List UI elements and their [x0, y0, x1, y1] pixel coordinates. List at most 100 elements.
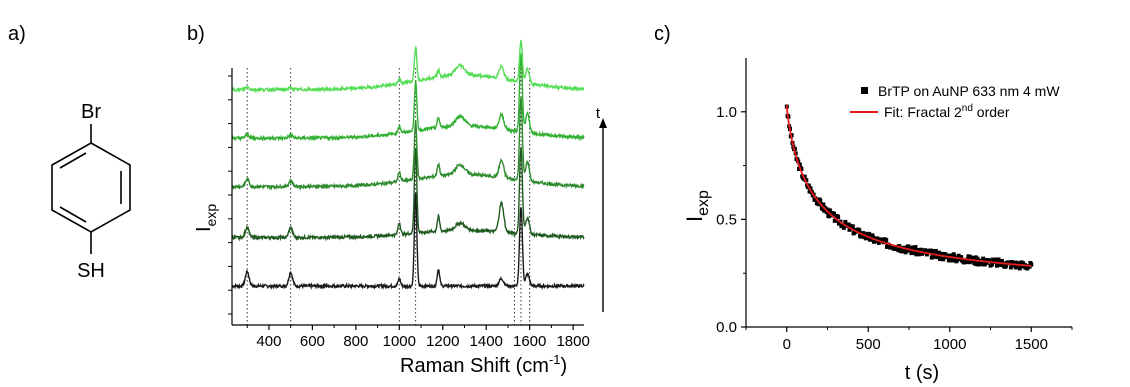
data-point — [943, 252, 948, 257]
data-point — [836, 215, 841, 219]
time-arrow: t — [596, 105, 607, 312]
data-point — [980, 260, 985, 265]
legend: BrTP on AuNP 633 nm 4 mW Fit: Fractal 2n… — [850, 83, 1060, 120]
benzene-ring — [51, 142, 131, 233]
data-point — [999, 259, 1004, 263]
c-x-tick-label: 1000 — [933, 336, 966, 353]
data-point — [875, 236, 880, 241]
data-point — [913, 245, 918, 250]
data-point — [864, 236, 869, 241]
data-point — [867, 231, 872, 236]
data-points — [784, 104, 1034, 271]
data-point — [933, 254, 938, 259]
data-point — [951, 252, 956, 257]
data-point — [1004, 263, 1008, 268]
x-axis-title-text: Raman Shift (cm — [400, 355, 549, 377]
data-point — [808, 186, 813, 191]
data-point — [833, 218, 838, 223]
data-point — [1008, 265, 1013, 270]
spectrum-trace — [231, 96, 585, 191]
x-tick-label: 600 — [300, 333, 325, 350]
legend-marker-points — [861, 87, 868, 94]
data-point — [799, 167, 804, 171]
data-point — [984, 260, 989, 265]
x-tick-label: 1800 — [556, 333, 589, 350]
data-point — [947, 253, 952, 258]
c-x-axis-title: t (s) — [905, 362, 939, 384]
raman-axes: 400 600 800 1000 1200 1400 1600 1800 — [228, 68, 590, 350]
data-point — [850, 224, 855, 229]
data-point — [843, 219, 848, 224]
data-point — [821, 202, 826, 207]
y-axis-title-sub: exp — [203, 204, 219, 227]
legend-label-fit-text: Fit: Fractal 2 — [884, 104, 962, 120]
x-tick-label: 1000 — [383, 333, 416, 350]
spectrum-trace — [232, 192, 585, 291]
thiol-label: SH — [77, 260, 105, 282]
x-tick-label: 1600 — [513, 333, 546, 350]
fit-curve — [785, 105, 1032, 267]
data-point — [959, 255, 964, 260]
x-tick-label: 1400 — [470, 333, 503, 350]
spectra-traces — [231, 39, 585, 291]
data-point — [804, 178, 809, 183]
data-point — [816, 202, 821, 207]
c-y-axis-title-text: I — [682, 216, 707, 222]
c-y-axis-title-sub: exp — [695, 190, 712, 216]
data-point — [825, 207, 830, 212]
data-point — [941, 257, 946, 262]
data-point — [929, 255, 934, 260]
spectrum-trace — [231, 53, 585, 142]
y-axis-title-text: I — [193, 226, 215, 232]
data-point — [964, 259, 969, 264]
data-point — [802, 174, 807, 179]
x-tick-label: 800 — [343, 333, 368, 350]
data-point — [909, 251, 914, 256]
double-bond-upper-left — [59, 152, 87, 169]
data-point — [929, 248, 933, 253]
data-point — [861, 231, 866, 236]
data-point — [990, 262, 995, 267]
y-axis-title: Iexp — [193, 204, 219, 232]
data-point — [857, 228, 862, 233]
data-point — [797, 162, 802, 167]
data-point — [848, 223, 853, 228]
x-axis-title-tail: ) — [561, 355, 568, 377]
legend-label-fit-tail: order — [973, 104, 1010, 120]
x-axis-title: Raman Shift (cm-1) — [400, 352, 567, 377]
data-point — [916, 252, 921, 257]
decay-chart: 0 500 1000 1500 0.0 0.5 1.0 Iexp t (s) BrTP on… — [682, 58, 1073, 384]
legend-label-fit: Fit: Fractal 2nd order — [884, 103, 1010, 120]
c-x-tick-label: 500 — [856, 336, 881, 353]
x-tick-label: 400 — [256, 333, 281, 350]
data-point — [996, 257, 1001, 262]
data-point — [903, 250, 908, 255]
time-arrow-head — [599, 118, 607, 128]
data-point — [949, 258, 954, 263]
data-point — [937, 250, 942, 255]
data-point — [827, 214, 832, 219]
data-point — [968, 254, 973, 259]
data-point — [1017, 266, 1022, 271]
panel-b-label: b) — [187, 23, 205, 45]
bromine-label: Br — [81, 101, 101, 123]
spectrum-trace — [231, 146, 585, 242]
decay-axes: 0 500 1000 1500 0.0 0.5 1.0 — [716, 58, 1073, 353]
time-arrow-label: t — [596, 105, 601, 122]
data-point — [975, 256, 980, 261]
c-y-tick-label: 1.0 — [716, 104, 737, 121]
panel-c-label: c) — [654, 23, 671, 45]
double-bond-lower-left — [59, 206, 87, 223]
data-point — [956, 253, 961, 258]
data-point — [995, 263, 999, 268]
data-point — [832, 211, 836, 216]
data-point — [871, 235, 876, 240]
c-x-tick-label: 0 — [783, 336, 791, 353]
data-point — [933, 249, 938, 253]
data-point — [924, 252, 929, 257]
data-point — [910, 245, 915, 250]
data-point — [977, 262, 982, 267]
data-point — [906, 244, 911, 249]
data-point — [981, 256, 986, 261]
c-y-tick-label: 0.0 — [716, 319, 737, 336]
